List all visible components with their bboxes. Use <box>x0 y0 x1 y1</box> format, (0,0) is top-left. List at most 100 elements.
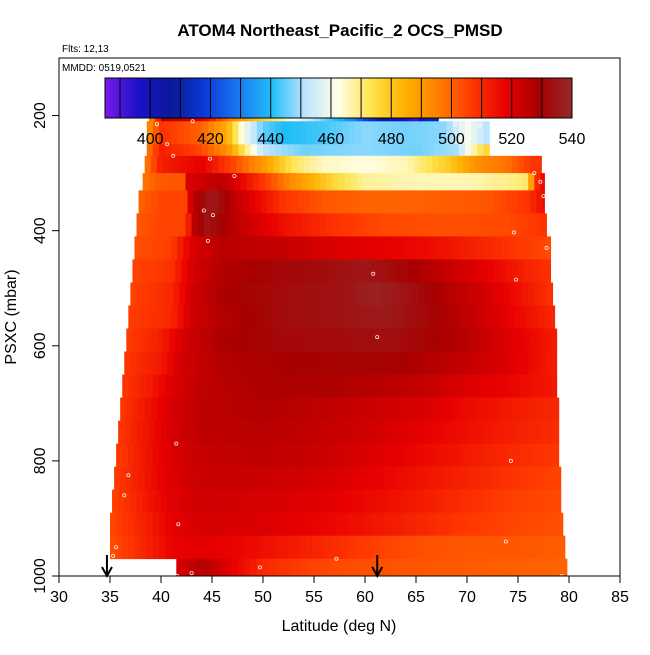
heatmap-cell <box>271 351 278 375</box>
heatmap-cell <box>295 213 303 237</box>
heatmap-cell <box>146 236 154 260</box>
heatmap-cell <box>289 282 297 306</box>
heatmap-cell <box>128 512 135 537</box>
heatmap-cell <box>436 173 443 191</box>
heatmap-cell <box>501 443 509 468</box>
heatmap-cell <box>286 558 293 577</box>
heatmap-cell <box>403 305 411 329</box>
heatmap-cell <box>522 351 529 375</box>
heatmap-cell <box>377 397 384 421</box>
heatmap-cell <box>524 397 531 421</box>
heatmap-cell <box>244 121 252 145</box>
heatmap-cell <box>511 328 519 352</box>
heatmap-cell <box>356 351 364 375</box>
heatmap-cell <box>393 420 401 445</box>
heatmap-cell <box>263 535 270 560</box>
heatmap-cell <box>297 190 305 214</box>
colorbar-tick-label: 520 <box>498 131 525 148</box>
heatmap-cell <box>246 420 254 445</box>
heatmap-cell <box>438 328 445 352</box>
heatmap-cell <box>330 144 337 157</box>
heatmap-cell <box>340 155 348 174</box>
heatmap-cell <box>301 420 309 445</box>
heatmap-cell <box>489 535 496 560</box>
heatmap-cell <box>248 155 256 174</box>
heatmap-cell <box>556 535 564 560</box>
heatmap-cell <box>520 236 527 260</box>
heatmap-cell <box>148 489 156 514</box>
heatmap-cell <box>240 351 248 375</box>
heatmap-cell <box>426 397 433 421</box>
heatmap-cell <box>511 259 519 283</box>
heatmap-cell <box>256 144 264 157</box>
heatmap-cell <box>399 213 407 237</box>
heatmap-cell <box>405 489 413 514</box>
heatmap-cell <box>489 305 496 329</box>
heatmap-cell <box>336 236 343 260</box>
heatmap-cell <box>322 259 329 283</box>
heatmap-cell <box>407 328 415 352</box>
heatmap-cell <box>411 282 419 306</box>
heatmap-cell <box>464 305 472 329</box>
heatmap-cell <box>311 236 319 260</box>
heatmap-cell <box>538 305 545 329</box>
heatmap-cell <box>293 535 301 560</box>
heatmap-cell <box>344 351 352 375</box>
heatmap-cell <box>522 489 529 514</box>
heatmap-cell <box>318 305 325 329</box>
heatmap-cell <box>226 512 233 537</box>
heatmap-cell <box>379 374 386 398</box>
heatmap-cell <box>289 351 297 375</box>
heatmap-cell <box>495 512 503 537</box>
heatmap-cell <box>334 190 341 214</box>
heatmap-cell <box>428 443 435 468</box>
heatmap-cell <box>187 259 195 283</box>
heatmap-cell <box>234 213 241 237</box>
heatmap-cell <box>434 144 441 157</box>
heatmap-cell <box>338 173 345 191</box>
heatmap-cell <box>136 489 144 514</box>
heatmap-cell <box>438 259 445 283</box>
heatmap-cell <box>346 397 354 421</box>
heatmap-cell <box>470 558 477 577</box>
heatmap-cell <box>252 489 260 514</box>
heatmap-cell <box>491 489 498 514</box>
heatmap-cell <box>116 512 123 537</box>
heatmap-cell <box>161 420 168 445</box>
heatmap-cell <box>495 443 503 468</box>
heatmap-cell <box>279 190 286 214</box>
heatmap-cell <box>324 121 331 145</box>
heatmap-cell <box>512 558 520 577</box>
heatmap-cell <box>161 351 168 375</box>
sample-point <box>176 522 181 527</box>
heatmap-cell <box>348 144 356 157</box>
heatmap-cell <box>528 213 535 237</box>
heatmap-cell <box>481 190 488 214</box>
heatmap-cell <box>326 213 333 237</box>
heatmap-cell <box>269 443 276 468</box>
heatmap-cell <box>252 213 260 237</box>
heatmap-cell <box>176 558 183 577</box>
heatmap-cell <box>316 397 323 421</box>
heatmap-cell <box>171 144 178 157</box>
heatmap-cell <box>536 328 543 352</box>
heatmap-cell <box>499 155 507 174</box>
heatmap-cell <box>154 282 162 306</box>
heatmap-cell <box>279 259 286 283</box>
heatmap-cell <box>213 558 220 577</box>
heatmap-cell <box>360 305 368 329</box>
heatmap-cell <box>311 535 319 560</box>
heatmap-cell <box>493 397 501 421</box>
heatmap-cell <box>150 190 158 214</box>
heatmap-cell <box>201 535 209 560</box>
heatmap-cell <box>544 236 552 260</box>
heatmap-cell <box>515 420 523 445</box>
heatmap-cell <box>356 420 364 445</box>
heatmap-cell <box>393 489 401 514</box>
heatmap-cell <box>491 282 498 306</box>
heatmap-cell <box>395 259 403 283</box>
heatmap-cell <box>173 351 180 375</box>
heatmap-cell <box>340 259 348 283</box>
heatmap-cell <box>161 489 168 514</box>
heatmap-cell <box>462 155 470 174</box>
